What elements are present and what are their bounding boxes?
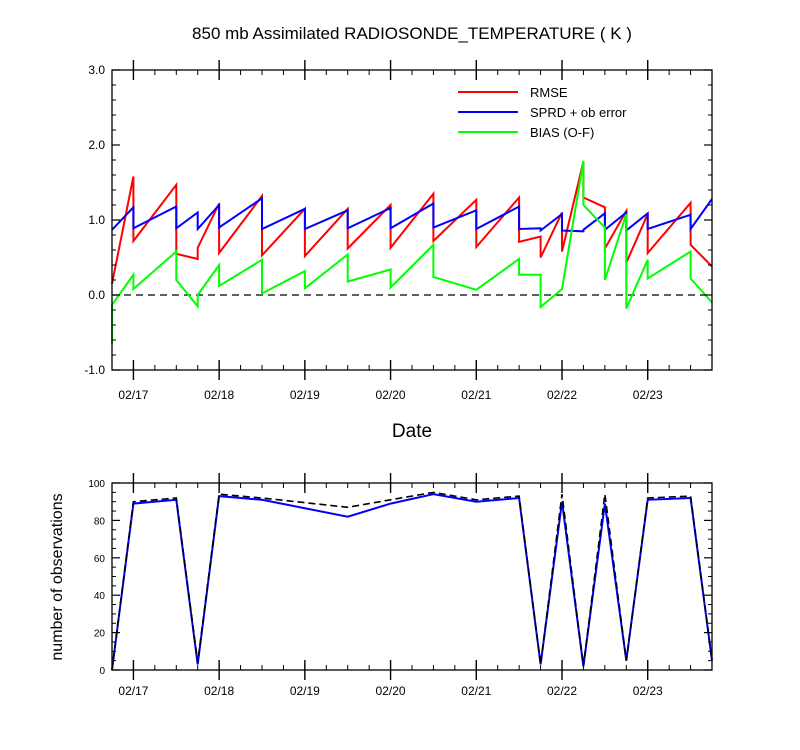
- y-tick-label: -1.0: [84, 363, 105, 377]
- series-line-bias-o-f: [111, 160, 713, 344]
- rmse-spread-bias-panel: 850 mb Assimilated RADIOSONDE_TEMPERATUR…: [84, 24, 713, 442]
- x-tick-label: 02/20: [376, 388, 406, 402]
- x-tick-label: 02/21: [461, 684, 491, 698]
- x-tick-label: 02/22: [547, 684, 577, 698]
- x-tick-label: 02/20: [376, 684, 406, 698]
- x-axis-label: Date: [392, 421, 432, 442]
- series-line-assimilated: [111, 493, 713, 671]
- x-tick-label: 02/17: [118, 388, 148, 402]
- x-tick-label: 02/21: [461, 388, 491, 402]
- x-tick-label: 02/22: [547, 388, 577, 402]
- x-tick-label: 02/19: [290, 388, 320, 402]
- plot-frame: [111, 482, 713, 671]
- legend: RMSE SPRD + ob error BIAS (O-F): [458, 85, 627, 140]
- y-tick-label: 1.0: [88, 213, 105, 227]
- chart-title: 850 mb Assimilated RADIOSONDE_TEMPERATUR…: [192, 24, 632, 43]
- x-tick-label: 02/23: [633, 684, 663, 698]
- y-tick-label: 3.0: [88, 63, 105, 77]
- observation-count-panel: number of observations 0 20 40 60 80 100 02/17…: [49, 473, 713, 698]
- legend-label: SPRD + ob error: [530, 105, 627, 120]
- y-tick-label: 100: [88, 479, 105, 490]
- x-tick-label: 02/23: [633, 388, 663, 402]
- y-tick-label: 60: [94, 554, 106, 565]
- x-tick-label: 02/18: [204, 684, 234, 698]
- y-axis-label: number of observations: [49, 493, 66, 660]
- series-line-possible: [111, 491, 713, 671]
- x-tick-label: 02/19: [290, 684, 320, 698]
- x-tick-label: 02/18: [204, 388, 234, 402]
- y-tick-label: 0: [99, 666, 105, 677]
- x-tick-label: 02/17: [118, 684, 148, 698]
- y-tick-label: 80: [94, 516, 106, 527]
- series-line-rmse: [111, 161, 713, 284]
- legend-label: BIAS (O-F): [530, 125, 594, 140]
- series-line-sprd-ob-error: [111, 196, 713, 233]
- y-tick-label: 2.0: [88, 138, 105, 152]
- y-tick-label: 0.0: [88, 288, 105, 302]
- legend-label: RMSE: [530, 85, 568, 100]
- y-tick-label: 40: [94, 591, 106, 602]
- y-tick-label: 20: [94, 629, 106, 640]
